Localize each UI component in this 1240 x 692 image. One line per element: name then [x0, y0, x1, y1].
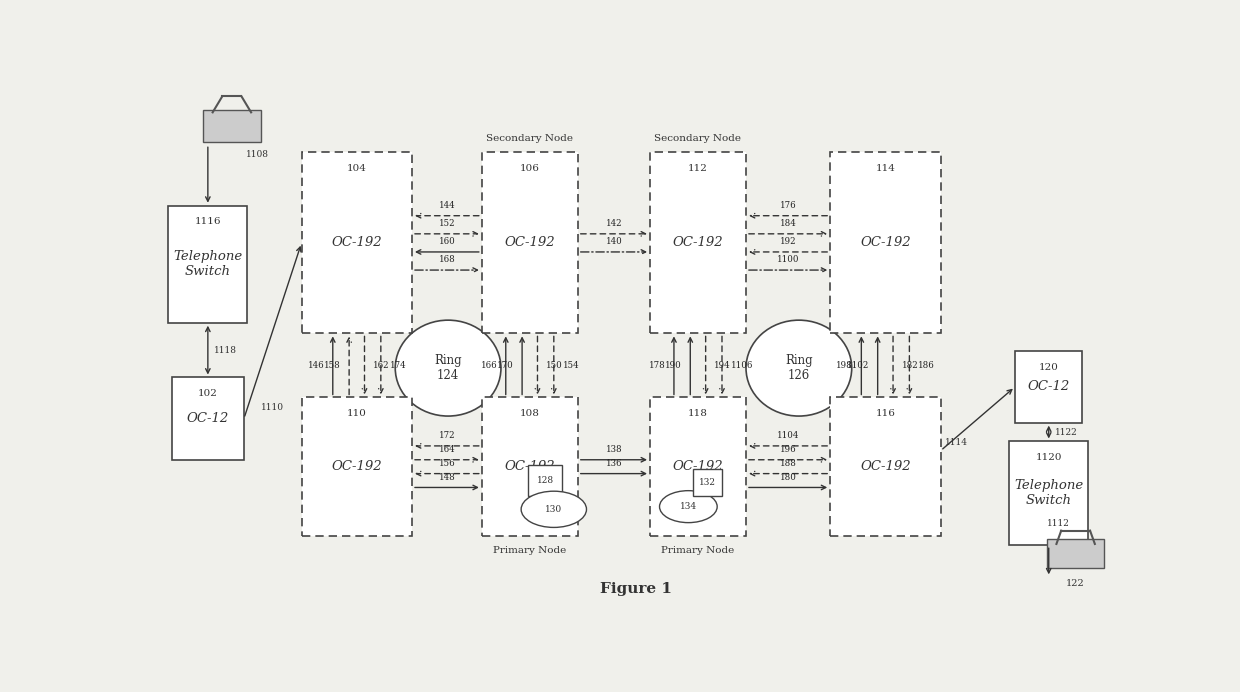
Text: 1118: 1118	[213, 345, 237, 354]
Text: 154: 154	[563, 361, 579, 370]
Text: 190: 190	[665, 361, 682, 370]
Polygon shape	[203, 109, 260, 142]
Circle shape	[660, 491, 717, 522]
Bar	[830, 397, 941, 536]
Text: 144: 144	[439, 201, 455, 210]
Text: OC-12: OC-12	[187, 412, 229, 425]
Bar	[481, 152, 578, 334]
Text: 176: 176	[780, 201, 796, 210]
Text: 196: 196	[780, 445, 796, 454]
Ellipse shape	[746, 320, 852, 416]
Text: 108: 108	[520, 409, 539, 418]
Text: 118: 118	[688, 409, 708, 418]
Text: 1100: 1100	[776, 255, 800, 264]
Text: 134: 134	[680, 502, 697, 511]
Text: 138: 138	[605, 445, 622, 454]
Text: Secondary Node: Secondary Node	[655, 134, 742, 143]
Text: Ring
124: Ring 124	[434, 354, 463, 382]
Text: 192: 192	[780, 237, 796, 246]
Text: 112: 112	[688, 164, 708, 173]
Text: 182: 182	[901, 361, 919, 370]
Text: Primary Node: Primary Node	[661, 545, 734, 554]
Text: OC-192: OC-192	[505, 460, 556, 473]
Text: 194: 194	[714, 361, 730, 370]
Text: 1114: 1114	[945, 438, 968, 447]
Text: 146: 146	[308, 361, 324, 370]
Text: Secondary Node: Secondary Node	[486, 134, 573, 143]
Text: 1106: 1106	[730, 361, 753, 370]
Text: 158: 158	[324, 361, 341, 370]
Text: 198: 198	[836, 361, 853, 370]
Text: 128: 128	[537, 476, 554, 485]
Text: 188: 188	[780, 459, 796, 468]
Text: 1108: 1108	[247, 150, 269, 159]
Text: OC-192: OC-192	[505, 237, 556, 249]
Text: 1122: 1122	[1054, 428, 1078, 437]
Text: 184: 184	[780, 219, 796, 228]
Text: 102: 102	[198, 389, 218, 398]
Bar	[301, 152, 412, 334]
Text: 1112: 1112	[1047, 519, 1070, 528]
Text: 120: 120	[1039, 363, 1059, 372]
Text: 162: 162	[373, 361, 389, 370]
Text: 156: 156	[439, 459, 455, 468]
Bar	[1009, 441, 1089, 545]
Text: 178: 178	[649, 361, 666, 370]
Text: 148: 148	[439, 473, 455, 482]
Text: OC-12: OC-12	[1028, 381, 1070, 393]
Text: Telephone
Switch: Telephone Switch	[1014, 480, 1084, 507]
Bar	[169, 206, 247, 322]
Text: 104: 104	[347, 164, 367, 173]
Text: 1120: 1120	[1035, 453, 1061, 462]
Text: 170: 170	[497, 361, 513, 370]
Text: OC-192: OC-192	[672, 237, 723, 249]
Bar	[693, 469, 722, 496]
Text: Primary Node: Primary Node	[494, 545, 567, 554]
Ellipse shape	[396, 320, 501, 416]
Text: Figure 1: Figure 1	[599, 582, 672, 597]
Text: 160: 160	[439, 237, 455, 246]
Text: 164: 164	[439, 445, 455, 454]
Text: 110: 110	[347, 409, 367, 418]
Text: 1102: 1102	[847, 361, 869, 370]
Text: OC-192: OC-192	[861, 237, 910, 249]
Bar	[528, 465, 563, 496]
Text: 1104: 1104	[777, 431, 800, 440]
Text: 152: 152	[439, 219, 455, 228]
Text: Ring
126: Ring 126	[785, 354, 812, 382]
Text: 136: 136	[605, 459, 622, 468]
Text: OC-192: OC-192	[861, 460, 910, 473]
Text: Telephone
Switch: Telephone Switch	[174, 251, 243, 278]
Circle shape	[521, 491, 587, 527]
Bar	[172, 377, 244, 460]
Text: 140: 140	[605, 237, 622, 246]
Text: 150: 150	[546, 361, 563, 370]
Text: OC-192: OC-192	[331, 460, 382, 473]
Text: 122: 122	[1066, 579, 1085, 588]
Polygon shape	[1047, 538, 1105, 568]
Text: 172: 172	[439, 431, 455, 440]
Text: 106: 106	[520, 164, 539, 173]
Text: OC-192: OC-192	[331, 237, 382, 249]
Bar	[650, 397, 746, 536]
Text: 132: 132	[699, 478, 715, 487]
Text: 186: 186	[918, 361, 935, 370]
Bar	[830, 152, 941, 334]
Text: 1110: 1110	[262, 403, 284, 412]
Text: OC-192: OC-192	[672, 460, 723, 473]
Text: 1116: 1116	[195, 217, 221, 226]
Bar	[481, 397, 578, 536]
Bar	[650, 152, 746, 334]
Text: 130: 130	[546, 504, 563, 514]
Text: 142: 142	[605, 219, 622, 228]
Text: 166: 166	[480, 361, 497, 370]
Text: 116: 116	[875, 409, 895, 418]
Text: 174: 174	[389, 361, 407, 370]
Text: 168: 168	[439, 255, 455, 264]
Bar	[301, 397, 412, 536]
Bar	[1016, 351, 1083, 423]
Text: 180: 180	[780, 473, 796, 482]
Text: 114: 114	[875, 164, 895, 173]
